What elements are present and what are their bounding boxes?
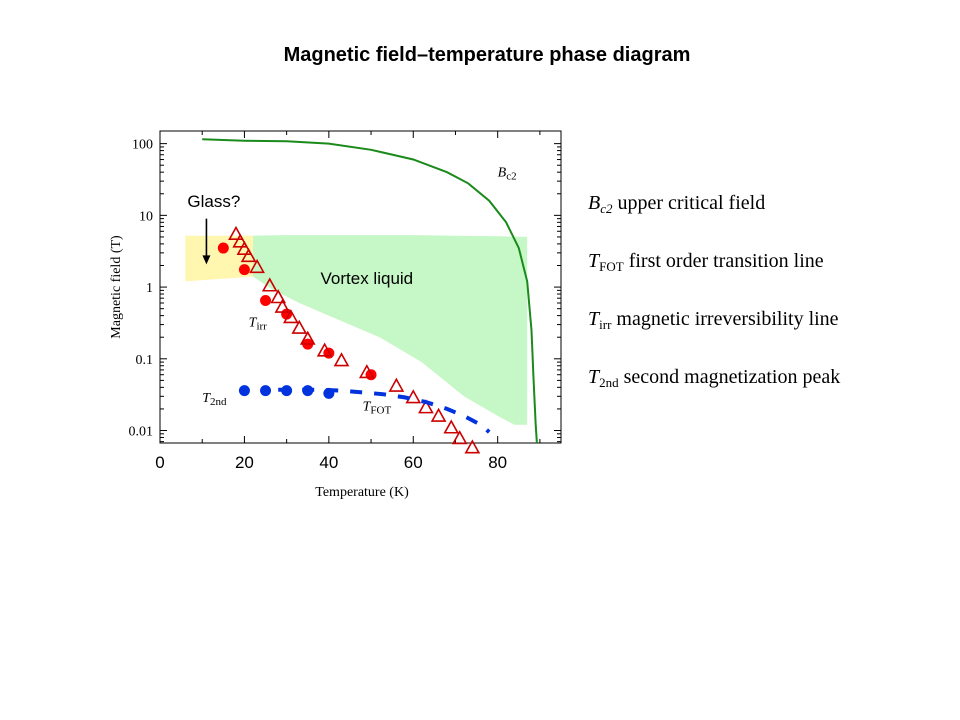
tfot-point xyxy=(232,233,249,248)
t2nd-point xyxy=(260,385,272,397)
y-axis-label: Magnetic field (T) xyxy=(109,235,124,339)
t2nd-point xyxy=(238,385,250,397)
series-layer xyxy=(202,138,538,454)
tfot-point xyxy=(261,277,278,292)
slide-title: Magnetic field–temperature phase diagram xyxy=(283,44,691,66)
tfot-point xyxy=(270,289,287,304)
tfot-point xyxy=(388,377,405,392)
tfot-point xyxy=(333,352,350,367)
legend-symbol: T xyxy=(588,250,600,272)
tfot-point xyxy=(240,247,257,263)
tfot-point xyxy=(291,319,308,334)
tirr-point xyxy=(260,294,272,306)
tfot-curve-label: TFOT xyxy=(363,400,392,417)
x-tick-label: 40 xyxy=(319,453,338,472)
y-tick-label: 1 xyxy=(146,281,153,296)
legend-row-tirr: Tirr magnetic irreversibility line xyxy=(588,304,948,362)
legend-text: first order transition line xyxy=(623,250,824,272)
x-tick-label: 60 xyxy=(404,453,423,472)
x-axis-label: Temperature (K) xyxy=(315,485,409,500)
legend-row-t2nd: T2nd second magnetization peak xyxy=(588,362,948,420)
tfot-point xyxy=(299,330,316,345)
regions-layer xyxy=(185,235,528,425)
labels-layer: Bc2 Tirr T2nd TFOT Glass? Vortex liquid xyxy=(187,165,516,416)
tfot-point xyxy=(249,258,265,274)
legend-subscript: c2 xyxy=(600,201,613,216)
t2nd-dashed-line xyxy=(278,387,491,434)
legend-text: upper critical field xyxy=(612,192,766,214)
tfot-point xyxy=(443,419,460,434)
tfot-point xyxy=(282,309,299,324)
legend-text: magnetic irreversibility line xyxy=(611,308,839,330)
tirr-point xyxy=(217,242,229,254)
x-tick-label: 20 xyxy=(235,453,254,472)
tfot-point xyxy=(464,439,481,454)
tfot-point xyxy=(228,225,244,240)
legend: Bc2 upper critical field TFOT first orde… xyxy=(588,188,948,420)
legend-subscript: irr xyxy=(599,317,612,332)
tirr-curve-label: Tirr xyxy=(249,316,268,333)
vortex-liquid-label: Vortex liquid xyxy=(321,269,414,288)
tfot-point xyxy=(451,430,468,445)
tfot-point xyxy=(274,298,291,313)
y-tick-label: 100 xyxy=(132,138,153,153)
glass-arrow-head xyxy=(202,255,211,265)
legend-subscript: FOT xyxy=(599,259,624,274)
bc2-line xyxy=(202,138,538,444)
y-tick-label: 0.01 xyxy=(129,425,154,440)
legend-symbol: T xyxy=(588,366,600,388)
legend-text: second magnetization peak xyxy=(618,366,841,388)
tfot-point xyxy=(418,399,434,414)
tirr-point xyxy=(238,264,250,276)
bc2-curve-label: Bc2 xyxy=(498,165,517,182)
vortex-liquid-region xyxy=(252,235,528,425)
y-tick-label: 10 xyxy=(139,209,153,224)
legend-subscript: 2nd xyxy=(599,375,619,390)
x-tick-label: 80 xyxy=(488,453,507,472)
x-tick-label: 0 xyxy=(155,453,164,472)
glass-label: Glass? xyxy=(187,192,240,211)
plot-frame: 0 20 40 60 80 0.01 0.1 1 10 100 Temperature (K) Mag… xyxy=(109,130,562,500)
legend-row-bc2: Bc2 upper critical field xyxy=(588,188,948,246)
tfot-point xyxy=(316,342,333,357)
tfot-point xyxy=(358,364,375,379)
tfot-point xyxy=(430,407,447,422)
legend-symbol: T xyxy=(588,308,600,330)
t2nd-curve-label: T2nd xyxy=(202,391,227,408)
tfot-point xyxy=(236,240,253,255)
legend-row-tfot: TFOT first order transition line xyxy=(588,246,948,304)
y-tick-label: 0.1 xyxy=(136,353,154,368)
legend-symbol: B xyxy=(588,192,601,214)
